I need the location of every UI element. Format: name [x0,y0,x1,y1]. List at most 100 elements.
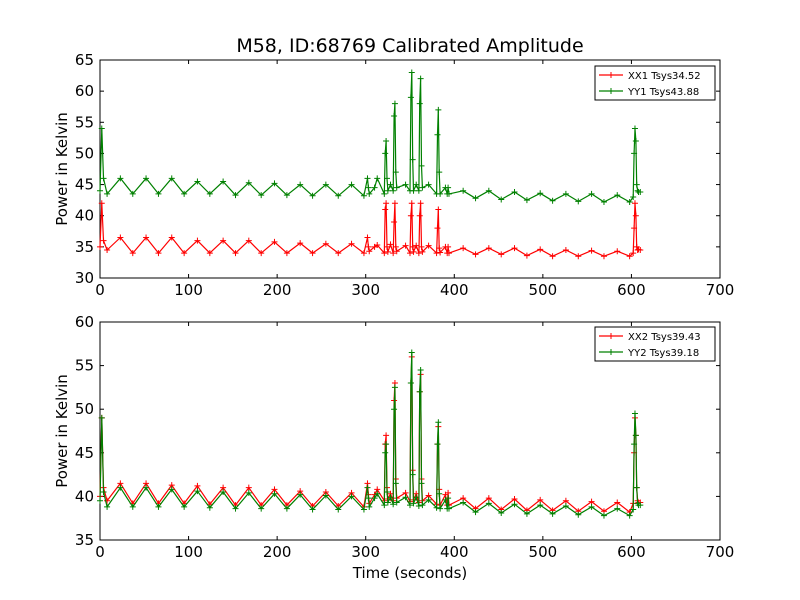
data-point [258,192,265,199]
legend-label-1: XX1 Tsys34.52 [628,71,701,82]
series-line-1 [99,202,641,257]
y-tick-label: 60 [75,313,94,331]
data-point [537,190,544,197]
data-point [232,250,239,257]
data-point [630,250,637,257]
data-point [384,248,391,255]
data-point [413,494,420,501]
data-point [436,490,443,497]
y-tick-label: 50 [75,400,94,418]
y-axis-label-top: Power in Kelvin [53,112,71,226]
data-point [391,384,398,391]
data-point [409,471,416,478]
data-point [433,504,440,511]
data-point [384,187,391,194]
bottom-series-group [97,349,644,519]
data-point [371,184,378,191]
data-point [100,489,107,496]
data-point [97,497,103,504]
data-point [365,495,372,502]
data-point [364,175,371,182]
data-point [460,245,467,252]
x-tick-label: 200 [263,281,292,299]
data-point [360,506,367,513]
data-point [416,388,423,395]
data-point [366,190,373,197]
y-tick-label: 60 [75,82,94,100]
data-point [97,187,103,194]
data-point [143,175,150,182]
data-point [445,184,452,191]
data-point [549,510,556,517]
data-point [360,192,367,199]
data-point [384,499,391,506]
data-point [614,499,621,506]
data-point [407,94,414,101]
data-point [472,195,479,202]
data-point [425,496,432,503]
data-point [271,490,278,497]
data-point [485,495,492,502]
data-point [297,240,304,247]
data-point [460,499,467,506]
data-point [537,246,544,253]
data-point [562,497,569,504]
data-point [387,494,394,501]
data-point [168,486,175,493]
legend-box [594,65,716,101]
data-point [100,237,107,244]
data-point [637,502,644,509]
data-point [364,484,371,491]
data-point [374,175,381,182]
data-point [383,432,390,439]
data-point [631,410,638,417]
data-point [365,184,372,191]
data-point [637,246,644,253]
data-point [407,502,413,509]
legend-marker-2 [608,88,614,94]
data-point [348,181,355,188]
data-point [485,500,492,507]
data-point [381,250,388,257]
data-point [436,169,443,176]
legend-marker-2 [608,349,614,355]
data-point [416,212,423,219]
data-point [434,131,441,138]
y-tick-label: 50 [75,144,94,162]
x-tick-label: 300 [351,543,380,561]
data-point [181,250,188,257]
data-point [626,253,633,260]
data-point [383,200,390,207]
data-point [413,242,420,249]
data-point [435,419,442,426]
data-point [309,192,316,199]
data-point [498,251,505,258]
data-point [100,175,107,182]
data-point [418,243,425,250]
data-point [407,212,414,219]
data-point [409,156,416,163]
data-point [365,243,372,250]
y-tick-label: 40 [75,487,94,505]
data-point [155,503,162,510]
data-point [245,237,252,244]
data-point [575,198,582,205]
data-point [206,504,213,511]
data-point [392,243,399,250]
data-point [425,242,432,249]
data-point [382,449,389,456]
data-point [472,509,479,516]
x-tick-label: 600 [617,281,646,299]
data-point [98,125,105,132]
data-point [392,169,399,176]
legend-label-2: YY1 Tsys43.88 [627,87,699,98]
data-point [382,150,389,157]
data-point [98,414,105,421]
data-point [575,253,582,260]
bottom-axis-ticks: 0 100 200 300 400 500 600 700 35 40 45 50 55 60 [75,313,734,561]
data-point [129,503,136,510]
data-point [410,248,417,255]
x-tick-label: 700 [706,281,735,299]
data-point [433,250,440,257]
data-point [445,505,452,512]
